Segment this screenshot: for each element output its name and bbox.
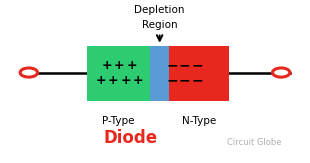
Text: +: + — [114, 59, 125, 72]
Text: −: − — [191, 74, 203, 88]
Text: −: − — [166, 58, 178, 72]
Text: −: − — [191, 58, 203, 72]
Text: −: − — [179, 74, 190, 88]
Text: +: + — [108, 74, 118, 87]
Bar — [150, 46, 169, 101]
Text: P-Type: P-Type — [102, 116, 135, 126]
Text: +: + — [126, 59, 137, 72]
Bar — [87, 46, 161, 101]
Text: +: + — [95, 74, 106, 87]
Circle shape — [20, 68, 38, 77]
Text: N-Type: N-Type — [182, 116, 216, 126]
Text: Region: Region — [142, 20, 177, 30]
Bar — [155, 46, 229, 101]
Text: +: + — [120, 74, 131, 87]
Text: Diode: Diode — [103, 129, 157, 147]
Text: Depletion: Depletion — [135, 5, 185, 15]
Text: +: + — [133, 74, 143, 87]
Circle shape — [272, 68, 290, 77]
Text: +: + — [102, 59, 112, 72]
Text: −: − — [179, 58, 190, 72]
Text: Circuit Globe: Circuit Globe — [227, 138, 281, 147]
Text: −: − — [166, 74, 178, 88]
